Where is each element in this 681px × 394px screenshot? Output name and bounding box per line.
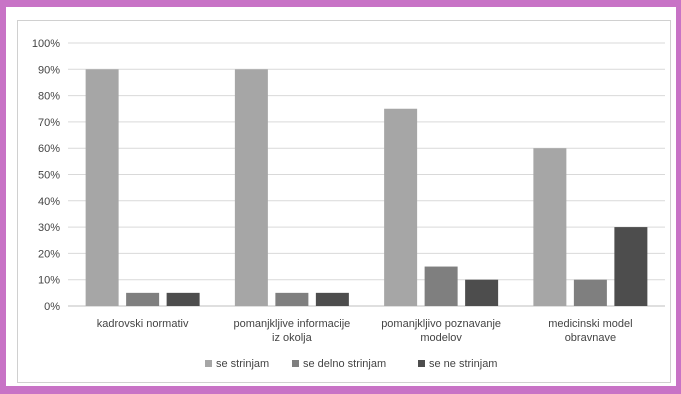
legend-swatch (292, 360, 299, 367)
y-tick-label: 70% (38, 117, 60, 129)
category-labels: kadrovski normativ pomanjkljive informaci… (97, 318, 633, 344)
y-tick-label: 60% (38, 143, 60, 155)
bar (533, 148, 567, 306)
legend-swatch (418, 360, 425, 367)
category-label-line: iz okolja (272, 332, 313, 344)
bar (315, 292, 349, 306)
bar (126, 292, 160, 306)
bar (573, 279, 607, 306)
legend-label: se strinjam (216, 358, 269, 370)
bar (465, 279, 499, 306)
bar (424, 266, 458, 306)
y-tick-label: 0% (44, 301, 60, 313)
y-tick-label: 50% (38, 170, 60, 182)
bar (166, 292, 200, 306)
y-tick-label: 100% (32, 38, 60, 50)
grid-lines (68, 42, 665, 307)
y-tick-label: 30% (38, 222, 60, 234)
bar (275, 292, 309, 306)
category-label: pomanjkljive informacije iz okolja (233, 318, 350, 344)
category-label-line: pomanjkljive informacije (233, 318, 350, 330)
category-label: kadrovski normativ (97, 318, 189, 330)
category-label: pomanjkljivo poznavanje modelov (381, 318, 501, 344)
category-label-line: pomanjkljivo poznavanje (381, 318, 501, 330)
category-label: medicinski model obravnave (548, 318, 632, 344)
legend-label: se ne strinjam (429, 358, 497, 370)
bar (614, 227, 648, 306)
category-label-line: obravnave (565, 332, 616, 344)
bars (85, 69, 648, 306)
category-label-line: kadrovski normativ (97, 318, 189, 330)
legend-swatch (205, 360, 212, 367)
legend: se strinjam se delno strinjam se ne strinj… (205, 358, 497, 370)
category-label-line: medicinski model (548, 318, 632, 330)
bar (384, 108, 418, 306)
y-tick-label: 10% (38, 275, 60, 287)
bar (85, 69, 119, 306)
y-tick-label: 90% (38, 64, 60, 76)
bar (234, 69, 268, 306)
y-tick-label: 40% (38, 196, 60, 208)
category-label-line: modelov (420, 332, 462, 344)
y-axis-tick-labels: 0% 10% 20% 30% 40% 50% 60% 70% 80% 90% 100% (32, 38, 60, 313)
legend-label: se delno strinjam (303, 358, 386, 370)
y-tick-label: 20% (38, 248, 60, 260)
y-tick-label: 80% (38, 91, 60, 103)
